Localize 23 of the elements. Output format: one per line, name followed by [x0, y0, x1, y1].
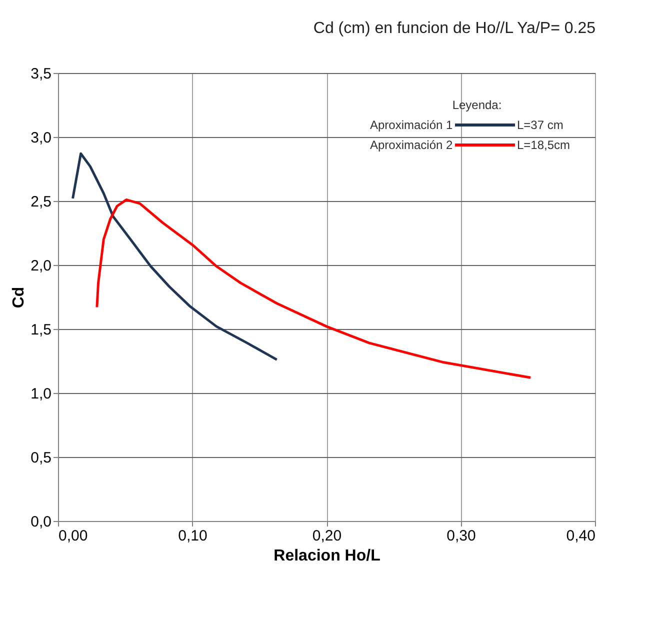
x-axis-title: Relacion Ho/L: [274, 548, 381, 564]
legend-title: Leyenda:: [452, 98, 502, 112]
x-tick-label: 0,40: [566, 528, 596, 544]
chart-title: Cd (cm) en funcion de Ho//L Ya/P= 0.25: [313, 20, 596, 37]
x-tick-label: 0,10: [178, 528, 208, 544]
legend-label: Aproximación 2: [370, 138, 454, 152]
y-tick-label: 1,0: [30, 386, 52, 402]
x-tick-label: 0,30: [446, 528, 476, 544]
y-tick-label: 3,0: [30, 130, 52, 146]
y-tick-label: 3,5: [30, 66, 52, 82]
y-axis-title: Cd: [10, 286, 28, 308]
line-series: [96, 198, 532, 379]
x-tick-label: 0,00: [58, 528, 88, 544]
line-series: [72, 152, 278, 361]
y-tick-label: 2,0: [30, 258, 52, 274]
annotation: L=18,5cm: [517, 138, 570, 152]
y-tick-label: 0,0: [30, 514, 52, 530]
y-tick-label: 0,5: [30, 450, 52, 466]
x-tick-label: 0,20: [312, 528, 342, 544]
annotation: L=37 cm: [517, 118, 564, 132]
legend-label: Aproximación 1: [370, 118, 454, 132]
y-tick-label: 2,5: [30, 194, 52, 210]
y-tick-label: 1,5: [30, 322, 52, 338]
